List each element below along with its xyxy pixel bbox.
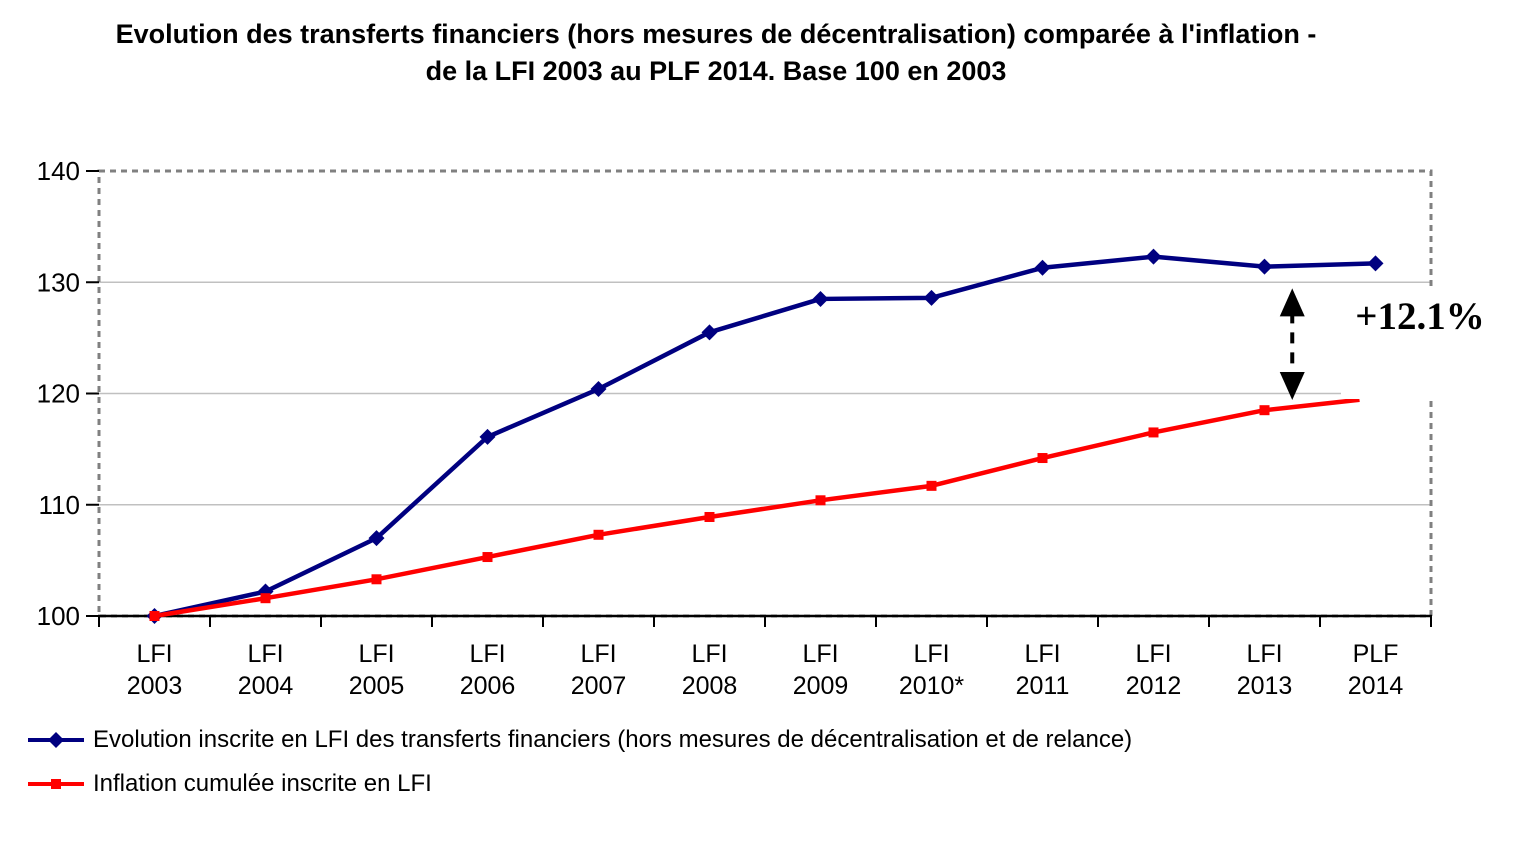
marker-diamond-icon xyxy=(923,289,940,306)
y-tick-label: 130 xyxy=(37,267,80,297)
marker-diamond-icon xyxy=(590,381,607,398)
gap-arrow-down-head-icon xyxy=(1279,371,1305,400)
marker-square-icon xyxy=(926,480,937,491)
marker-diamond-icon xyxy=(701,324,718,341)
series-line-inflation xyxy=(154,397,1360,619)
marker-diamond-icon xyxy=(1034,259,1051,276)
x-tick-label: LFI 2011 xyxy=(1016,640,1070,700)
legend: Evolution inscrite en LFI des transferts… xyxy=(27,723,1132,811)
inflation-series-swatch-icon xyxy=(28,779,84,789)
marker-square-icon xyxy=(815,495,826,506)
x-tick-label: LFI 2005 xyxy=(349,640,405,700)
legend-label-evolution: Evolution inscrite en LFI des transferts… xyxy=(93,726,1133,753)
marker-square-icon xyxy=(593,529,604,540)
gap-arrow-up-head-icon xyxy=(1279,288,1305,317)
legend-item-inflation: Inflation cumulée inscrite en LFI xyxy=(27,767,1132,801)
marker-square-icon xyxy=(482,552,493,563)
marker-square-icon xyxy=(1259,405,1270,416)
gap-annotation-label: +12.1% xyxy=(1341,291,1499,399)
x-tick-label: LFI 2008 xyxy=(682,640,738,700)
marker-square-icon xyxy=(371,574,382,585)
marker-diamond-icon xyxy=(368,530,385,547)
chart-title: Evolution des transferts financiers (hor… xyxy=(115,19,1317,86)
marker-diamond-icon xyxy=(1367,255,1384,272)
y-tick-label: 120 xyxy=(37,379,80,409)
marker-diamond-icon xyxy=(1145,248,1162,265)
marker-square-icon xyxy=(260,593,271,604)
x-tick-label: LFI 2013 xyxy=(1237,640,1293,700)
x-tick-label: LFI 2009 xyxy=(793,640,849,700)
legend-label-inflation: Inflation cumulée inscrite en LFI xyxy=(93,770,432,797)
x-tick-label: PLF 2014 xyxy=(1348,640,1404,700)
marker-square-icon xyxy=(1148,427,1159,438)
series-line-evolution xyxy=(154,254,1376,619)
marker-diamond-icon xyxy=(479,428,496,445)
y-tick-label: 140 xyxy=(37,156,80,186)
marker-diamond-icon xyxy=(812,290,829,307)
marker-square-icon xyxy=(149,611,160,621)
x-tick-label: LFI 2003 xyxy=(127,640,183,700)
x-tick-label: LFI 2007 xyxy=(571,640,627,700)
x-tick-label: LFI 2006 xyxy=(460,640,516,700)
y-tick-label: 110 xyxy=(39,490,80,520)
x-tick-label: LFI 2004 xyxy=(238,640,294,700)
legend-item-evolution: Evolution inscrite en LFI des transferts… xyxy=(27,723,1132,757)
marker-square-icon xyxy=(1037,453,1048,464)
x-tick-label: LFI 2010* xyxy=(899,640,965,700)
y-tick-label: 100 xyxy=(37,601,80,631)
x-tick-label: LFI 2012 xyxy=(1126,640,1182,700)
evolution-series-swatch-icon xyxy=(28,732,84,748)
marker-square-icon xyxy=(704,511,715,522)
marker-diamond-icon xyxy=(1256,258,1273,275)
